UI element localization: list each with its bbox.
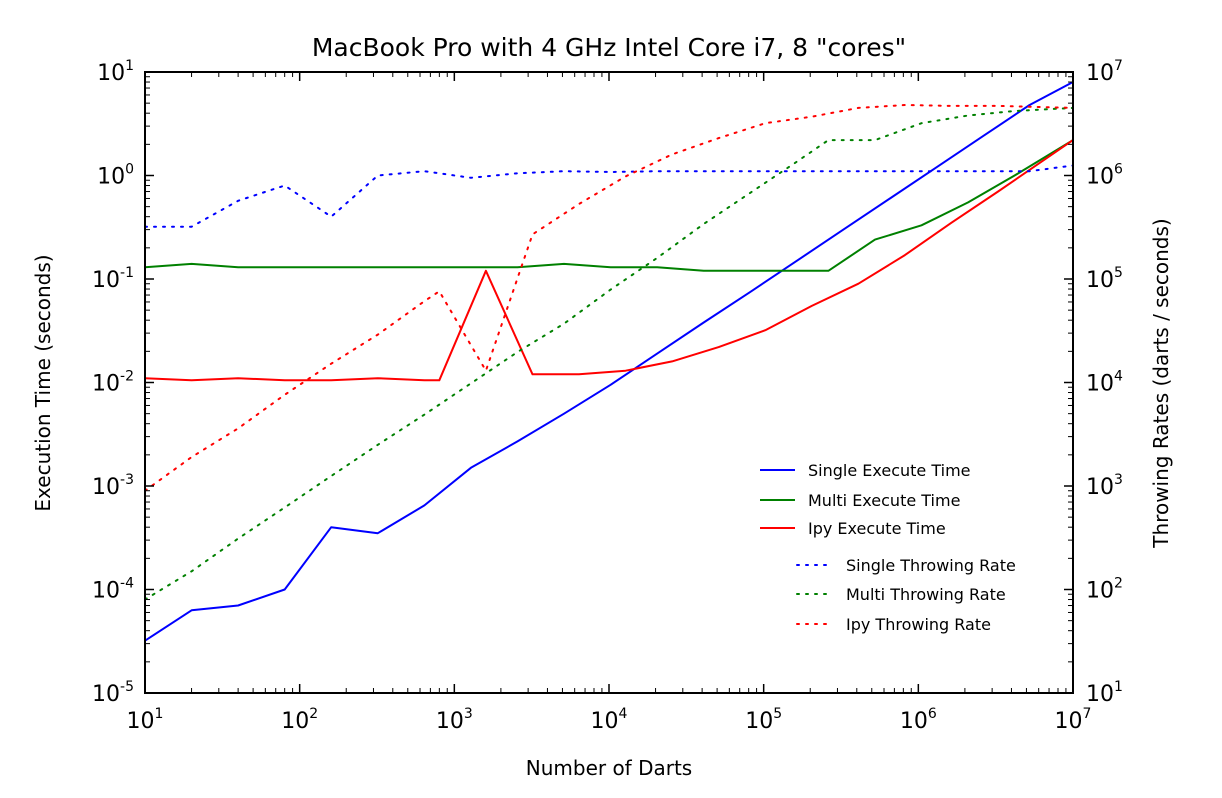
y-left-tick-label: 10-3 (92, 472, 134, 500)
y-left-tick-label-base: 10 (92, 475, 120, 500)
legend-label-5: Ipy Throwing Rate (846, 615, 991, 634)
y-right-tick-label-base: 10 (1086, 372, 1114, 397)
y-left-tick-label-exp: -5 (120, 679, 134, 695)
y-right-tick-label: 104 (1086, 369, 1123, 397)
y-right-tick-label: 107 (1086, 58, 1123, 86)
y-left-tick-label-base: 10 (97, 165, 125, 190)
y-right-tick-label-exp: 7 (1114, 58, 1123, 74)
x-tick-label: 101 (127, 706, 164, 734)
legend-label-1: Multi Execute Time (808, 491, 960, 510)
x-tick-label-exp: 5 (773, 706, 782, 722)
x-tick-label-base: 10 (281, 709, 309, 734)
y-right-tick-label-exp: 3 (1114, 472, 1123, 488)
x-tick-label-exp: 4 (619, 706, 628, 722)
x-tick-label: 102 (281, 706, 318, 734)
y-right-tick-label-base: 10 (1086, 61, 1114, 86)
y-left-tick-label-exp: -4 (120, 576, 134, 592)
x-tick-label: 106 (900, 706, 937, 734)
y-right-tick-label-base: 10 (1086, 165, 1114, 190)
x-tick-label-exp: 3 (464, 706, 473, 722)
y-left-tick-label: 10-1 (92, 265, 134, 293)
y-left-tick-label: 101 (97, 58, 134, 86)
x-tick-label-base: 10 (745, 709, 773, 734)
y-right-tick-label-base: 10 (1086, 579, 1114, 604)
y-right-tick-label-exp: 2 (1114, 576, 1123, 592)
ticks-layer: 101 102 103 104 105 106 10710-510-410-310-210-… (92, 58, 1123, 734)
x-tick-label: 105 (745, 706, 782, 734)
y-right-tick-label-exp: 6 (1114, 162, 1123, 178)
x-tick-label: 103 (436, 706, 473, 734)
legend-label-0: Single Execute Time (808, 461, 971, 480)
x-tick-label-base: 10 (591, 709, 619, 734)
series-layer (144, 81, 1074, 642)
y-right-tick-label-base: 10 (1086, 268, 1114, 293)
y-right-axis-title: Throwing Rates (darts / seconds) (1149, 218, 1173, 548)
y-right-tick-label-exp: 5 (1114, 265, 1123, 281)
series-line-2 (144, 139, 1074, 382)
y-right-tick-label-base: 10 (1086, 682, 1114, 707)
x-tick-label-base: 10 (436, 709, 464, 734)
x-tick-label-exp: 2 (309, 706, 318, 722)
series-line-5 (144, 104, 1074, 492)
y-left-tick-label-base: 10 (92, 372, 120, 397)
x-axis-title: Number of Darts (526, 756, 692, 780)
y-left-tick-label-base: 10 (92, 268, 120, 293)
series-line-4 (144, 106, 1074, 601)
y-right-tick-label: 106 (1086, 162, 1123, 190)
x-tick-label: 107 (1055, 706, 1092, 734)
x-tick-label: 104 (591, 706, 628, 734)
x-tick-label-base: 10 (127, 709, 155, 734)
legend-label-4: Multi Throwing Rate (846, 585, 1006, 604)
y-right-tick-label: 105 (1086, 265, 1123, 293)
y-left-tick-label: 10-2 (92, 369, 134, 397)
y-right-tick-label: 102 (1086, 576, 1123, 604)
x-tick-label-exp: 1 (155, 706, 164, 722)
y-left-tick-label-exp: 0 (125, 162, 134, 178)
x-tick-label-base: 10 (900, 709, 928, 734)
y-right-tick-label-base: 10 (1086, 475, 1114, 500)
legend-label-3: Single Throwing Rate (846, 556, 1016, 575)
series-line-3 (144, 164, 1074, 228)
y-left-tick-label-exp: -3 (120, 472, 134, 488)
y-left-tick-label-base: 10 (97, 61, 125, 86)
legend-label-2: Ipy Execute Time (808, 519, 946, 538)
series-line-0 (144, 81, 1074, 642)
y-left-tick-label-base: 10 (92, 579, 120, 604)
y-right-tick-label: 103 (1086, 472, 1123, 500)
y-right-tick-label-exp: 1 (1114, 679, 1123, 695)
y-right-tick-label: 101 (1086, 679, 1123, 707)
legend: Single Execute Time Multi Execute Time Ipy… (760, 461, 1016, 634)
y-left-tick-label: 10-5 (92, 679, 134, 707)
y-left-tick-label: 10-4 (92, 576, 134, 604)
y-right-tick-label-exp: 4 (1114, 369, 1123, 385)
x-tick-label-exp: 6 (928, 706, 937, 722)
y-left-tick-label-exp: -2 (120, 369, 134, 385)
y-left-tick-label: 100 (97, 162, 134, 190)
chart-title: MacBook Pro with 4 GHz Intel Core i7, 8 … (312, 33, 906, 62)
x-tick-label-base: 10 (1055, 709, 1083, 734)
x-tick-label-exp: 7 (1083, 706, 1092, 722)
y-left-tick-label-base: 10 (92, 682, 120, 707)
y-left-tick-label-exp: -1 (120, 265, 134, 281)
y-left-axis-title: Execution Time (seconds) (31, 254, 55, 511)
series-line-1 (144, 139, 1074, 272)
y-left-tick-label-exp: 1 (125, 58, 134, 74)
